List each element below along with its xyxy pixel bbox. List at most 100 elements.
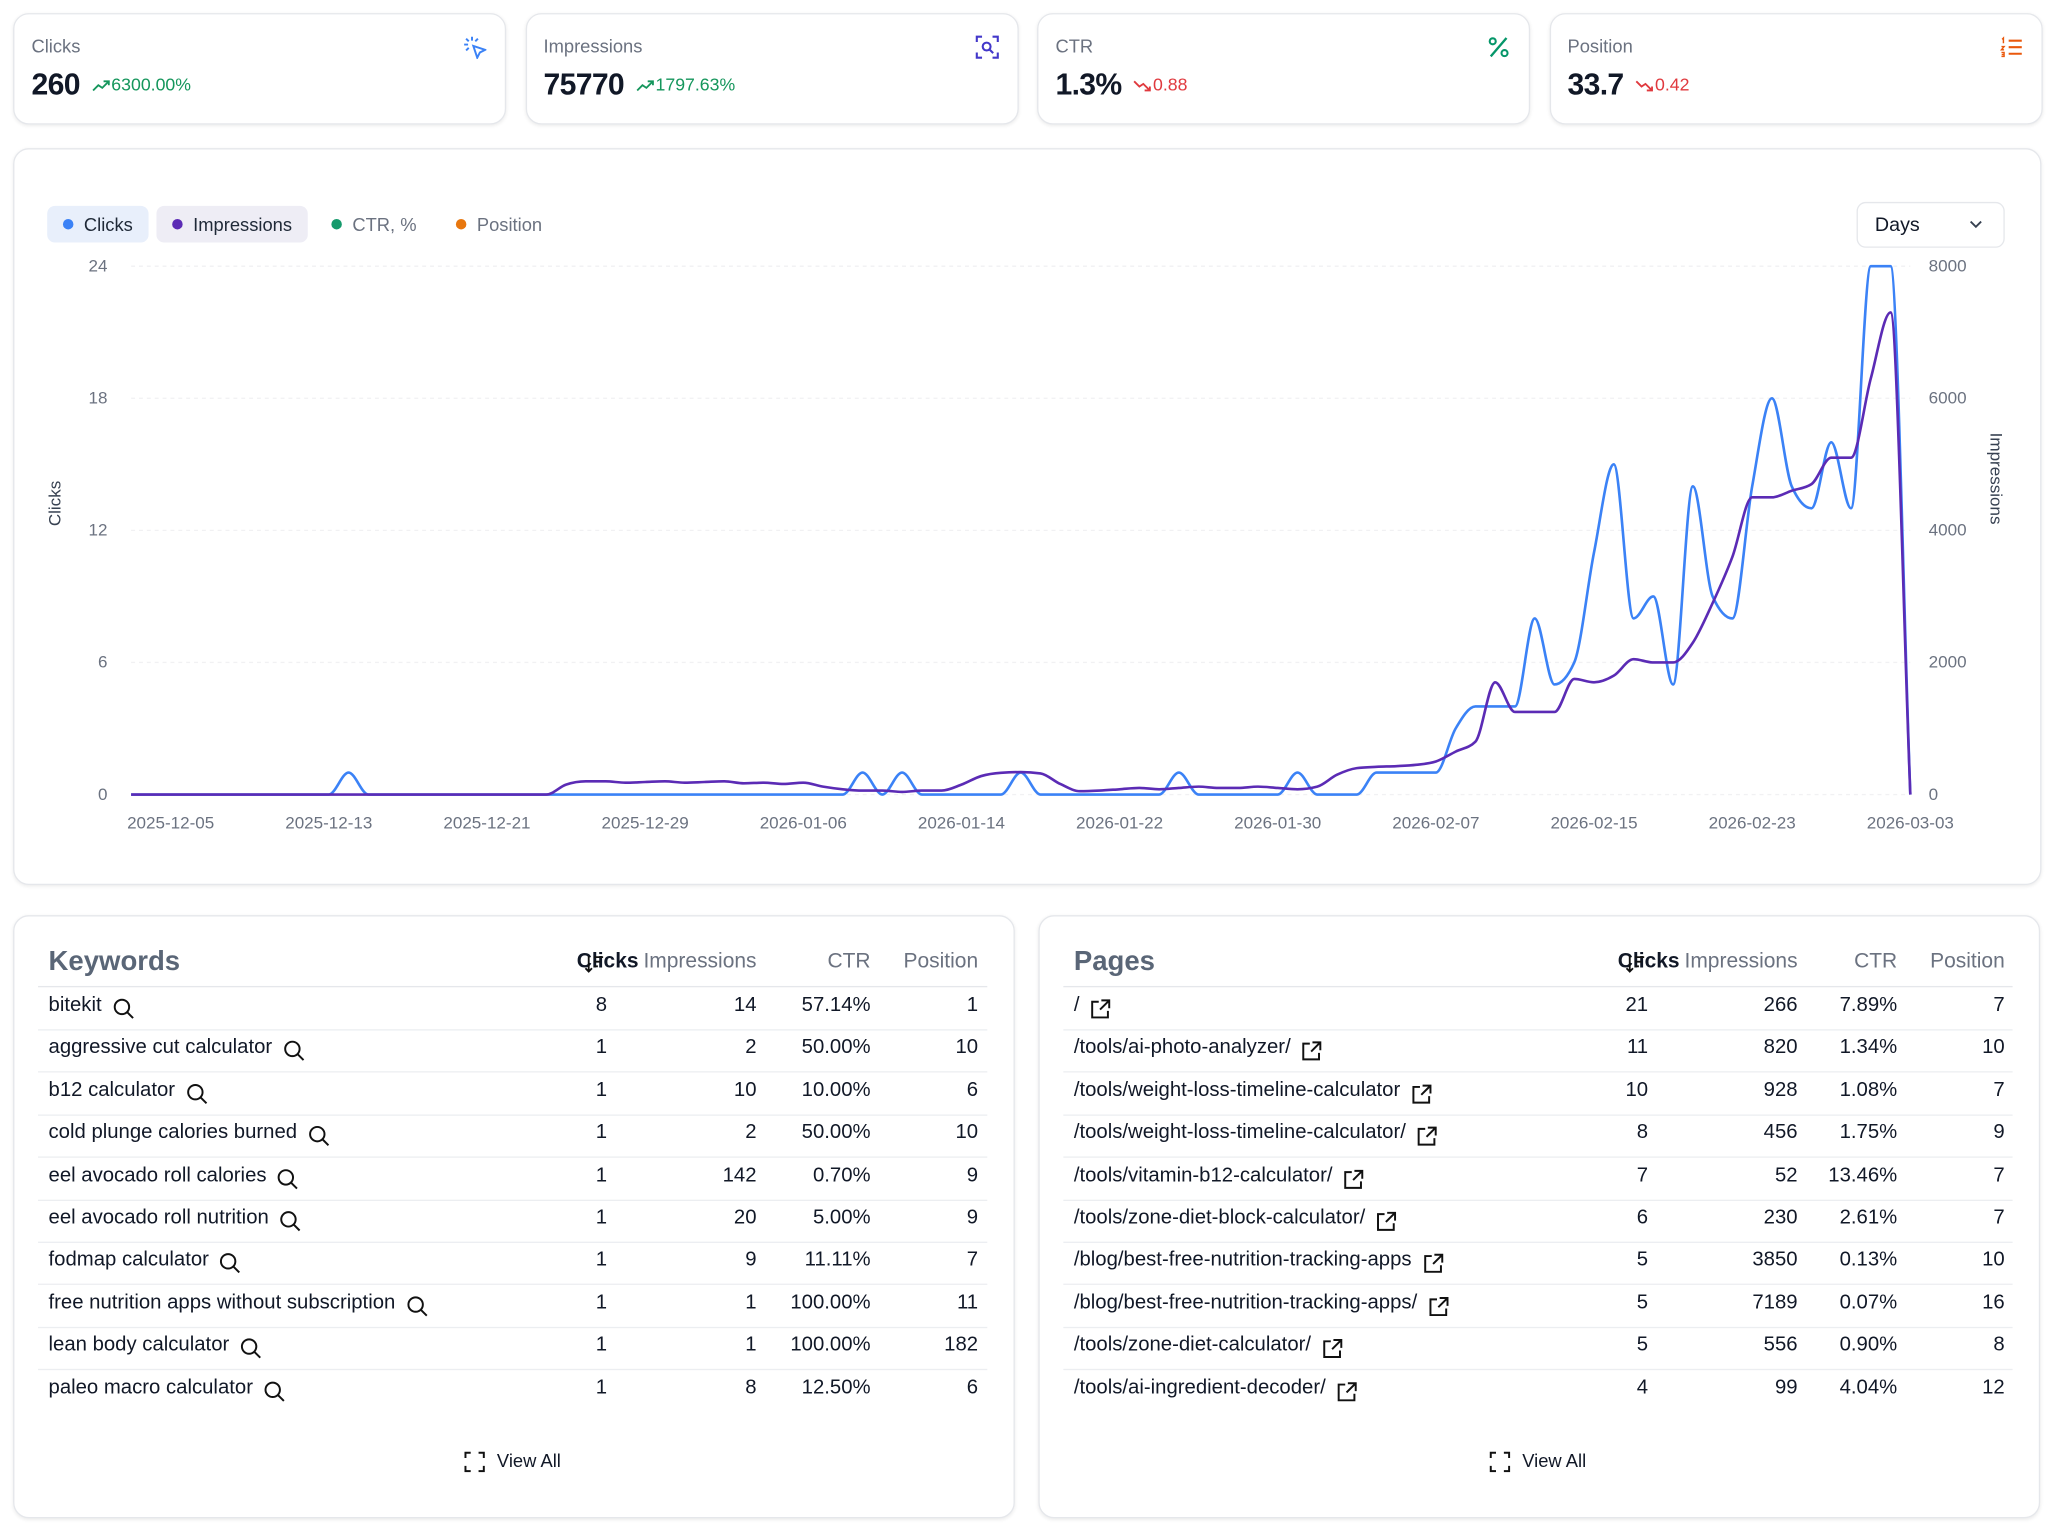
- legend-item[interactable]: Position: [455, 214, 542, 235]
- view-all-button[interactable]: View All: [1486, 1446, 1604, 1477]
- row-cell: 266: [1763, 993, 1798, 1017]
- y2-tick-label: 2000: [1929, 653, 1967, 672]
- row-name[interactable]: bitekit: [48, 993, 102, 1017]
- card-icon: [1999, 36, 2022, 58]
- row-name[interactable]: aggressive cut calculator: [48, 1036, 273, 1059]
- legend-item[interactable]: Impressions: [156, 205, 308, 243]
- row-divider: [38, 1114, 988, 1116]
- card-value: 260: [31, 66, 80, 101]
- row-cell: 1: [595, 1121, 608, 1144]
- row-divider: [1063, 1199, 2013, 1201]
- search-icon: [280, 1211, 301, 1232]
- row-name[interactable]: cold plunge calories burned: [48, 1121, 298, 1144]
- range-label: Days: [1874, 213, 1920, 237]
- row-cell: 100.00%: [790, 1291, 871, 1314]
- row-cell: 10.00%: [801, 1078, 871, 1102]
- x-tick-label: 2025-12-21: [443, 814, 530, 833]
- row-name[interactable]: lean body calculator: [48, 1333, 230, 1356]
- row-cell: 10: [733, 1078, 757, 1102]
- x-tick-label: 2026-03-03: [1867, 814, 1954, 833]
- header-divider: [38, 985, 988, 988]
- column-header[interactable]: CTR: [827, 950, 871, 973]
- legend-label: Clicks: [84, 214, 133, 235]
- row-name[interactable]: /tools/zone-diet-calculator/: [1073, 1333, 1312, 1356]
- external-link-icon: [1302, 1041, 1322, 1061]
- metric-card: Clicks 260 6300.00%: [13, 13, 507, 125]
- external-link-icon: [1337, 1381, 1357, 1401]
- external-link-icon: [1377, 1211, 1397, 1231]
- row-name[interactable]: /blog/best-free-nutrition-tracking-apps: [1073, 1248, 1412, 1272]
- range-dropdown[interactable]: Days: [1856, 201, 2005, 248]
- card-label: CTR: [1055, 35, 1094, 57]
- row-cell: 2: [745, 1036, 757, 1059]
- search-icon: [264, 1381, 285, 1402]
- row-divider: [1063, 1114, 2013, 1116]
- row-cell: 5: [1636, 1333, 1649, 1356]
- external-link-icon: [1417, 1126, 1438, 1146]
- row-cell: 2.61%: [1839, 1206, 1898, 1229]
- row-cell: 7: [1636, 1163, 1649, 1187]
- column-header[interactable]: Position: [903, 950, 979, 973]
- column-header[interactable]: Impressions: [643, 950, 757, 973]
- row-cell: 5: [1636, 1248, 1649, 1272]
- metric-card: Position 33.7 0.42: [1549, 13, 2043, 125]
- legend-dot: [331, 218, 342, 230]
- table-title: Pages: [1073, 946, 1155, 977]
- legend-item[interactable]: Clicks: [47, 205, 149, 243]
- row-name[interactable]: b12 calculator: [48, 1078, 176, 1102]
- row-name[interactable]: paleo macro calculator: [48, 1376, 253, 1399]
- pages-panel: Pages Clicks Impressions CTR Position / 21 266 7…: [1038, 915, 2041, 1519]
- row-name[interactable]: free nutrition apps without subscription: [48, 1291, 396, 1314]
- row-name[interactable]: eel avocado roll nutrition: [48, 1206, 269, 1229]
- row-cell: 8: [1993, 1333, 2005, 1356]
- row-cell: 21: [1625, 993, 1649, 1017]
- external-link-icon: [1091, 999, 1111, 1019]
- row-name[interactable]: /tools/weight-loss-timeline-calculator/: [1073, 1121, 1406, 1144]
- row-cell: 1: [595, 1291, 608, 1314]
- view-all-button[interactable]: View All: [460, 1446, 578, 1477]
- x-tick-label: 2026-01-06: [760, 814, 847, 833]
- row-name[interactable]: /blog/best-free-nutrition-tracking-apps/: [1073, 1291, 1418, 1314]
- row-cell: 6: [966, 1376, 979, 1399]
- row-cell: 0.70%: [812, 1163, 871, 1187]
- row-cell: 13.46%: [1828, 1163, 1898, 1187]
- row-cell: 1: [966, 993, 979, 1017]
- row-cell: 1: [745, 1333, 757, 1356]
- card-value: 33.7: [1567, 66, 1624, 101]
- row-cell: 142: [722, 1163, 757, 1187]
- search-icon: [283, 1041, 304, 1062]
- row-name[interactable]: eel avocado roll calories: [48, 1163, 267, 1187]
- row-name[interactable]: /tools/vitamin-b12-calculator/: [1073, 1163, 1333, 1187]
- row-cell: 0.13%: [1839, 1248, 1898, 1272]
- row-name[interactable]: /tools/ai-ingredient-decoder/: [1073, 1376, 1326, 1399]
- legend-item[interactable]: CTR, %: [331, 214, 417, 235]
- external-link-icon: [1323, 1339, 1343, 1359]
- row-name[interactable]: /: [1073, 993, 1080, 1017]
- row-cell: 10: [955, 1036, 979, 1059]
- row-cell: 10: [1982, 1248, 2005, 1272]
- column-header[interactable]: CTR: [1854, 950, 1898, 973]
- card-value: 75770: [543, 66, 625, 101]
- row-name[interactable]: /tools/weight-loss-timeline-calculator: [1073, 1078, 1401, 1102]
- row-divider: [1063, 1326, 2013, 1328]
- row-name[interactable]: fodmap calculator: [48, 1248, 209, 1272]
- row-cell: 182: [944, 1333, 979, 1356]
- row-name[interactable]: /tools/ai-photo-analyzer/: [1073, 1036, 1291, 1059]
- row-cell: 7: [1993, 1078, 2005, 1102]
- y-tick-label: 24: [89, 256, 108, 275]
- expand-icon: [464, 1451, 485, 1473]
- legend-label: CTR, %: [352, 214, 416, 235]
- card-icon: [464, 36, 487, 60]
- column-header[interactable]: Position: [1930, 950, 2005, 973]
- metric-card: CTR 1.3% 0.88: [1037, 13, 1531, 125]
- row-name[interactable]: /tools/zone-diet-block-calculator/: [1073, 1206, 1366, 1229]
- x-tick-label: 2025-12-29: [602, 814, 689, 833]
- card-label: Clicks: [31, 35, 81, 57]
- table-title: Keywords: [48, 946, 181, 977]
- column-header[interactable]: Clicks: [1617, 950, 1680, 973]
- row-cell: 52: [1774, 1163, 1798, 1187]
- column-header[interactable]: Clicks: [576, 950, 639, 973]
- column-header[interactable]: Impressions: [1684, 950, 1798, 973]
- card-label: Impressions: [543, 35, 643, 57]
